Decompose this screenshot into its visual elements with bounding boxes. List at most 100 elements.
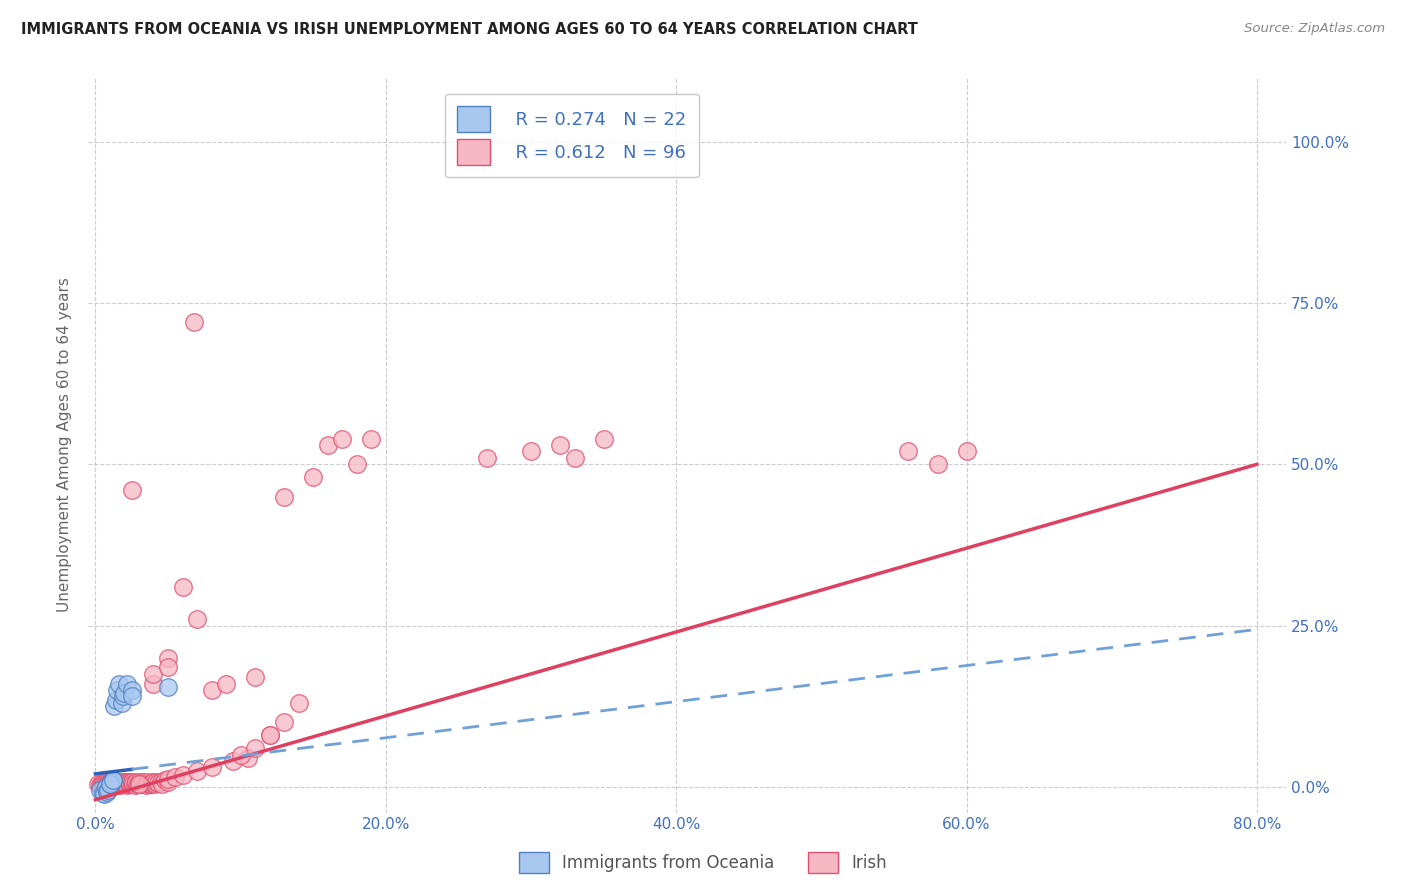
Point [200, 683, 222, 698]
Point [149, 774, 172, 789]
Point [90, 779, 112, 793]
Point [360, 432, 382, 446]
Point [222, 754, 245, 768]
Point [477, 450, 499, 465]
Point [287, 696, 309, 710]
Point [927, 458, 949, 472]
Point [98, 776, 121, 790]
Point [94, 778, 117, 792]
Point [131, 776, 153, 790]
Point [124, 778, 146, 792]
Point [156, 774, 179, 789]
Point [273, 490, 295, 504]
Point [105, 776, 128, 790]
Point [186, 612, 208, 626]
Point [118, 776, 141, 790]
Point [94, 775, 117, 789]
Point [897, 444, 920, 458]
Point [104, 692, 127, 706]
Point [316, 438, 339, 452]
Point [236, 750, 259, 764]
Point [93, 788, 115, 802]
Point [98, 776, 121, 790]
Point [117, 775, 139, 789]
Point [107, 777, 129, 791]
Point [97, 783, 120, 797]
Point [104, 778, 127, 792]
Point [138, 776, 160, 790]
Point [105, 683, 128, 698]
Point [229, 747, 252, 762]
Point [100, 776, 122, 790]
Point [115, 776, 138, 790]
Point [125, 774, 148, 789]
Point [143, 776, 166, 790]
Point [98, 775, 121, 789]
Text: Source: ZipAtlas.com: Source: ZipAtlas.com [1244, 22, 1385, 36]
Point [121, 775, 143, 789]
Point [127, 776, 149, 790]
Point [93, 776, 115, 790]
Point [142, 774, 165, 789]
Point [96, 785, 118, 799]
Point [139, 777, 162, 791]
Point [98, 778, 121, 792]
Point [100, 774, 122, 789]
Point [129, 777, 152, 791]
Point [103, 699, 125, 714]
Point [153, 773, 176, 788]
Point [89, 778, 111, 792]
Point [117, 676, 139, 690]
Point [200, 760, 222, 774]
Point [548, 438, 571, 452]
Point [128, 776, 150, 790]
Legend: Immigrants from Oceania, Irish: Immigrants from Oceania, Irish [512, 846, 894, 880]
Point [302, 470, 325, 484]
Point [107, 676, 129, 690]
Point [111, 777, 134, 791]
Point [121, 483, 143, 497]
Point [94, 780, 117, 794]
Point [145, 775, 167, 789]
Point [243, 741, 266, 756]
Point [118, 774, 141, 789]
Point [122, 776, 145, 790]
Point [141, 776, 163, 790]
Point [103, 775, 125, 789]
Point [136, 775, 159, 789]
Point [150, 776, 173, 790]
Point [111, 690, 134, 704]
Point [97, 777, 120, 791]
Point [110, 696, 132, 710]
Point [156, 650, 179, 665]
Point [259, 728, 281, 742]
Point [111, 774, 134, 789]
Point [156, 772, 179, 786]
Point [114, 774, 136, 789]
Point [142, 676, 165, 690]
Point [186, 764, 208, 778]
Point [108, 776, 131, 790]
Point [96, 776, 118, 790]
Point [96, 774, 118, 789]
Point [172, 580, 194, 594]
Point [114, 686, 136, 700]
Point [183, 316, 205, 330]
Point [346, 458, 368, 472]
Point [121, 683, 143, 698]
Point [91, 786, 114, 800]
Point [93, 777, 115, 791]
Point [134, 776, 156, 790]
Point [156, 660, 179, 674]
Point [135, 778, 157, 792]
Point [142, 666, 165, 681]
Point [89, 783, 111, 797]
Point [132, 774, 155, 789]
Point [564, 450, 586, 465]
Point [128, 775, 150, 789]
Point [110, 775, 132, 789]
Point [955, 444, 977, 458]
Point [104, 776, 127, 790]
Point [273, 715, 295, 730]
Point [165, 770, 187, 784]
